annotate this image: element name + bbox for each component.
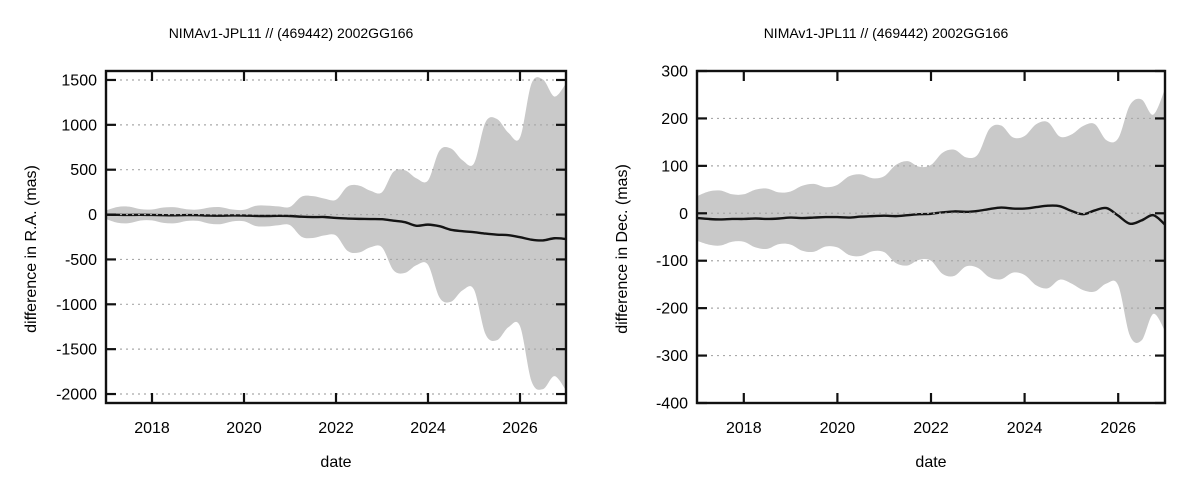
x-tick-label: 2018 bbox=[726, 420, 762, 437]
uncertainty-band bbox=[106, 77, 566, 391]
y-axis-label: difference in Dec. (mas) bbox=[614, 164, 631, 334]
x-tick-label: 2020 bbox=[820, 420, 856, 437]
y-tick-label: -200 bbox=[656, 301, 688, 318]
x-axis-label: date bbox=[320, 454, 351, 471]
y-tick-label: -1000 bbox=[56, 297, 97, 314]
x-tick-label: 2020 bbox=[226, 420, 262, 437]
y-tick-label: 1000 bbox=[61, 117, 97, 134]
y-tick-label: 1500 bbox=[61, 72, 97, 89]
x-axis-label: date bbox=[915, 454, 946, 471]
chart-1: 2018 2020 2022 2024 2026 -400 -300 -200 -100 0 100… bbox=[614, 25, 1167, 471]
y-tick-label: 200 bbox=[661, 111, 688, 128]
y-axis-label: difference in R.A. (mas) bbox=[23, 165, 40, 333]
x-tick-label: 2026 bbox=[502, 420, 538, 437]
x-tick-label: 2018 bbox=[134, 420, 170, 437]
y-tick-label: 300 bbox=[661, 64, 688, 81]
y-tick-label: 0 bbox=[679, 206, 688, 223]
y-tick-label: -500 bbox=[65, 252, 97, 269]
y-tick-label: -1500 bbox=[56, 342, 97, 359]
y-tick-label: -100 bbox=[656, 253, 688, 270]
y-tick-label: 0 bbox=[88, 207, 97, 224]
chart-0: 2018 2020 2022 2024 2026 -2000 -1500 -1000 -500 0… bbox=[23, 25, 568, 471]
x-tick-label: 2026 bbox=[1100, 420, 1136, 437]
y-tick-label: -2000 bbox=[56, 387, 97, 404]
y-tick-label: -400 bbox=[656, 396, 688, 413]
mean-line bbox=[106, 213, 566, 242]
y-tick-label: 500 bbox=[70, 162, 97, 179]
plot-title: NIMAv1-JPL11 // (469442) 2002GG166 bbox=[764, 25, 1009, 41]
uncertainty-band bbox=[697, 89, 1165, 343]
x-tick-label: 2024 bbox=[410, 420, 446, 437]
y-tick-label: -300 bbox=[656, 348, 688, 365]
x-tick-label: 2022 bbox=[318, 420, 354, 437]
plot-title: NIMAv1-JPL11 // (469442) 2002GG166 bbox=[169, 25, 414, 41]
x-tick-label: 2022 bbox=[913, 420, 949, 437]
mean-line bbox=[697, 204, 1165, 226]
y-tick-label: 100 bbox=[661, 158, 688, 175]
x-tick-label: 2024 bbox=[1007, 420, 1043, 437]
